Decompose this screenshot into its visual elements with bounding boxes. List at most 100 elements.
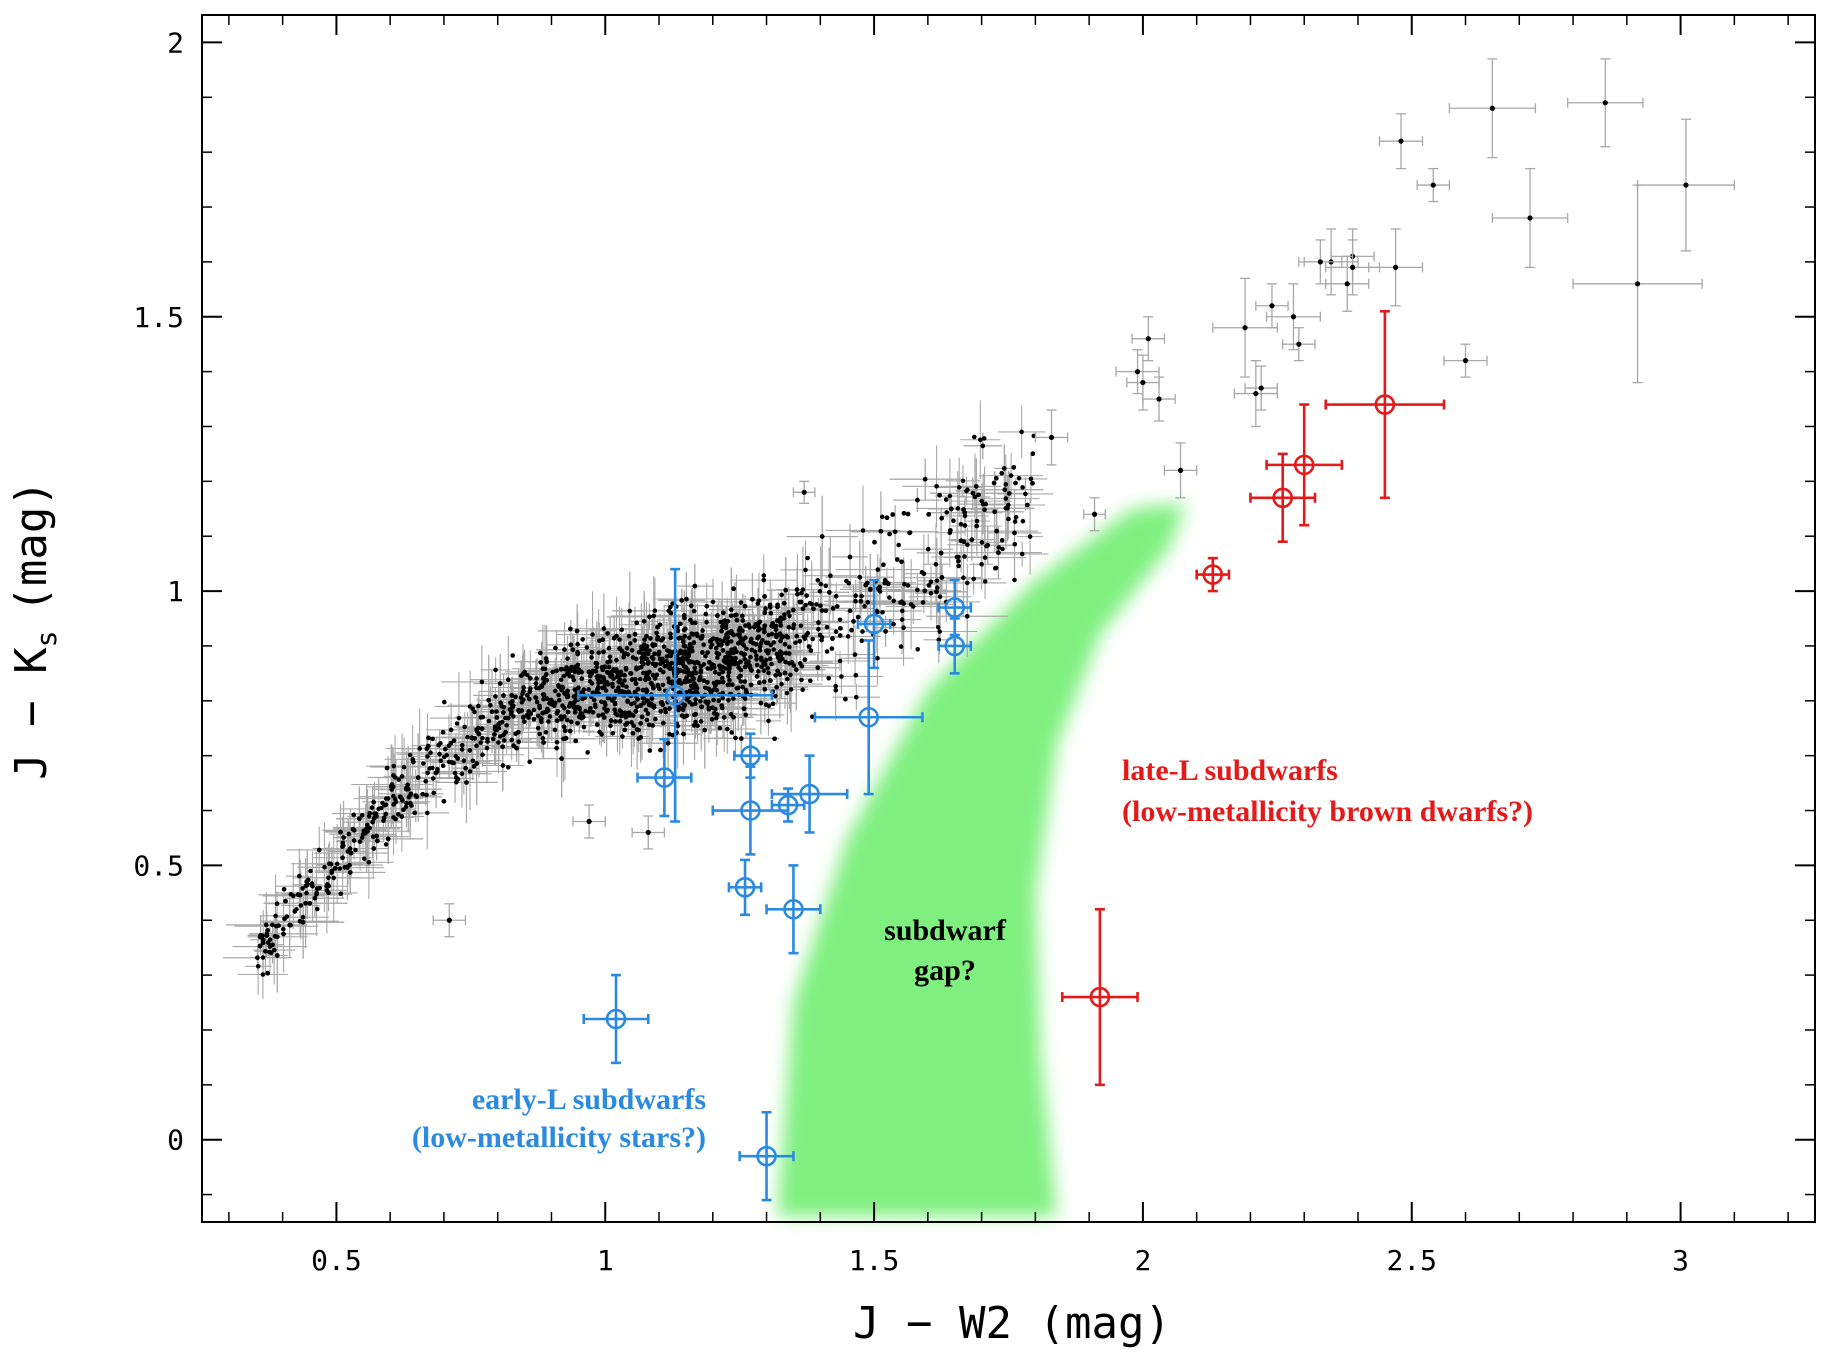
field-point (384, 765, 390, 771)
field-point (587, 673, 593, 679)
field-point (559, 684, 565, 690)
field-point (690, 670, 696, 676)
field-point (371, 799, 376, 805)
field-point (1030, 451, 1036, 457)
field-point (583, 708, 588, 714)
field-point (630, 655, 636, 660)
field-point (467, 769, 473, 774)
field-point (485, 739, 490, 744)
field-point (406, 794, 412, 800)
field-point (698, 719, 704, 724)
field-point (474, 761, 480, 766)
field-point (717, 663, 722, 669)
field-point (818, 581, 824, 587)
x-tick-label: 1 (597, 1244, 614, 1277)
field-point (778, 615, 784, 621)
field-point (612, 707, 617, 712)
field-point (958, 521, 964, 527)
field-point (980, 501, 986, 507)
field-point (726, 698, 731, 703)
field-point (300, 914, 306, 920)
field-point (476, 703, 481, 709)
field-point (374, 833, 379, 839)
field-point (644, 689, 649, 694)
data-point (1177, 467, 1184, 473)
field-point (573, 738, 578, 744)
field-point (899, 617, 905, 622)
field-point (881, 562, 886, 568)
field-point (748, 654, 753, 660)
field-point (623, 651, 628, 656)
field-point (415, 775, 421, 780)
field-point (859, 638, 865, 643)
field-point (531, 716, 537, 722)
field-point (260, 955, 266, 960)
field-point (471, 764, 477, 769)
field-point (729, 730, 734, 735)
field-point (703, 654, 708, 659)
field-point (693, 697, 698, 702)
field-point (527, 696, 532, 702)
field-point (859, 593, 864, 599)
field-point (922, 476, 928, 482)
field-point (693, 701, 698, 707)
field-point (684, 675, 689, 680)
field-point (756, 598, 762, 603)
field-point (689, 603, 694, 608)
field-point (705, 701, 710, 706)
field-point (652, 651, 657, 657)
field-point (497, 681, 503, 686)
field-point (610, 681, 615, 687)
field-point (784, 690, 790, 696)
field-point (937, 629, 942, 634)
field-point (501, 710, 506, 715)
field-point (297, 873, 302, 879)
field-point (993, 565, 998, 571)
field-point (872, 539, 877, 545)
data-point (1134, 369, 1141, 375)
field-point (714, 715, 719, 721)
field-point (617, 646, 622, 651)
field-point (467, 748, 473, 753)
field-point (692, 712, 697, 718)
field-point (1011, 465, 1017, 470)
field-point (304, 890, 309, 896)
data-point (1296, 341, 1302, 347)
field-point (538, 660, 543, 665)
field-point (404, 800, 409, 806)
field-point (647, 614, 652, 620)
field-point (401, 764, 407, 770)
field-point (725, 619, 731, 624)
field-point (774, 684, 779, 690)
field-point (815, 578, 821, 583)
field-point (819, 608, 825, 613)
field-point (814, 602, 819, 607)
field-point (847, 554, 853, 560)
field-point (783, 659, 788, 665)
y-axis-title-unit: (mag) (6, 480, 57, 612)
field-point (577, 705, 582, 711)
field-point (994, 476, 999, 481)
field-point (533, 681, 539, 686)
field-point (558, 714, 563, 719)
field-point (675, 628, 681, 634)
field-point (696, 660, 701, 666)
field-point (617, 637, 622, 642)
field-point (467, 704, 473, 709)
field-point (568, 719, 574, 725)
field-point (962, 554, 967, 559)
field-point (565, 717, 570, 723)
field-point (704, 604, 710, 609)
field-point (488, 703, 493, 708)
field-point (738, 673, 743, 679)
field-point (554, 668, 559, 674)
field-point (337, 866, 343, 871)
field-point (328, 861, 334, 867)
field-point (1027, 534, 1033, 539)
field-point (642, 637, 647, 642)
field-point (459, 771, 465, 777)
field-point (472, 736, 478, 741)
field-point (774, 634, 779, 640)
field-point (263, 949, 268, 954)
field-point (613, 719, 618, 724)
